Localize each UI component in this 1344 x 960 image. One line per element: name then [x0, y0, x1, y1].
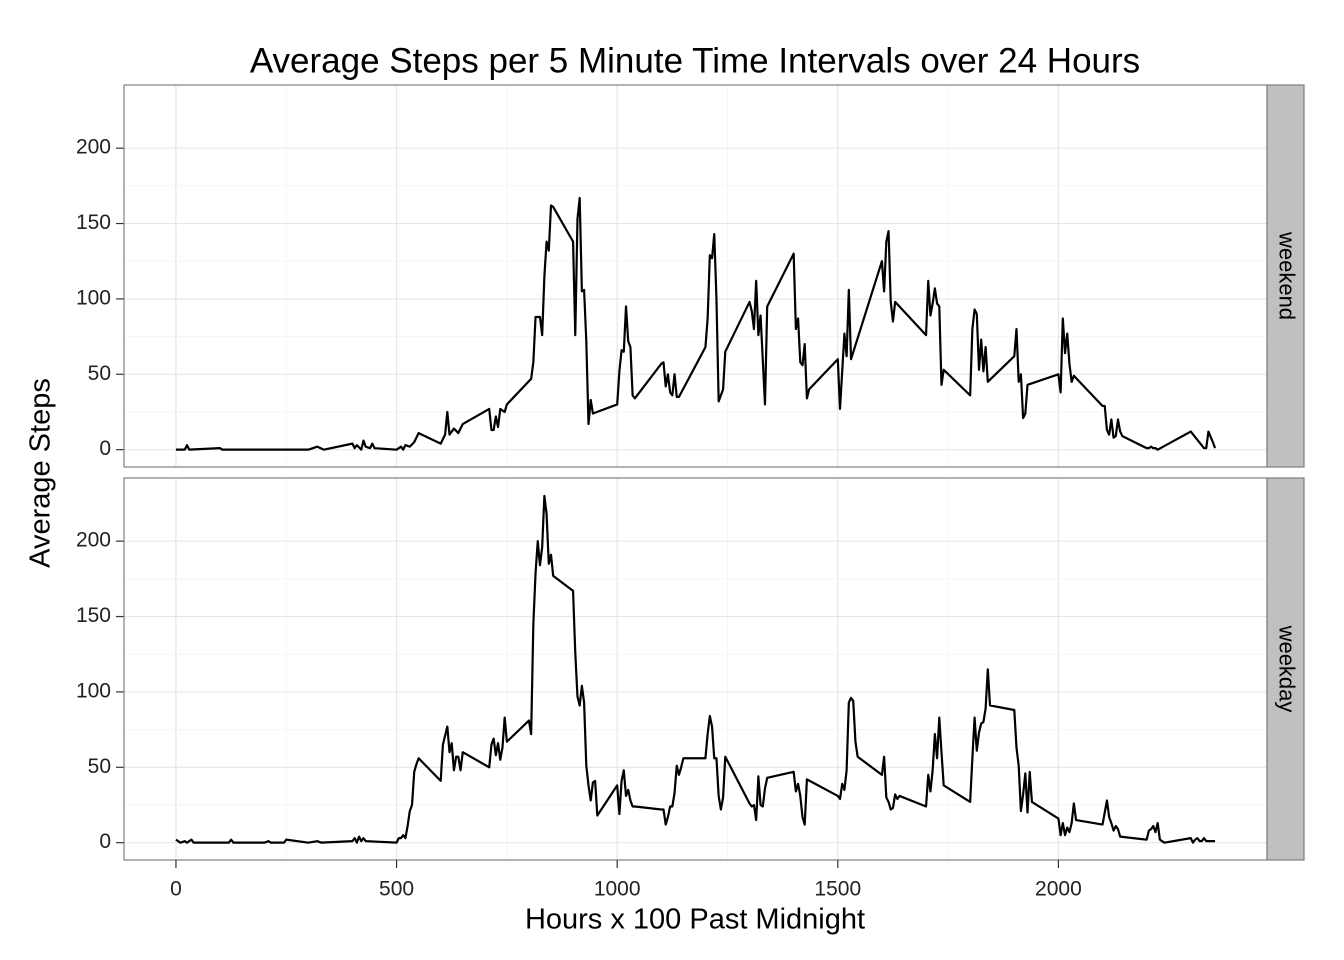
y-tick-label: 100 — [76, 286, 111, 309]
strip-label: weekday — [1275, 625, 1300, 713]
y-tick-label: 50 — [88, 362, 111, 385]
strip-label: weekend — [1275, 231, 1300, 320]
strip-background — [1266, 84, 1305, 468]
y-tick-label: 150 — [76, 211, 111, 234]
panel-background — [124, 85, 1267, 467]
x-tick-label: 1000 — [594, 878, 641, 901]
x-tick-label: 2000 — [1035, 878, 1082, 901]
data-line — [175, 494, 1216, 844]
y-tick-label: 0 — [99, 437, 111, 460]
y-tick-label: 50 — [88, 755, 111, 778]
x-tick-label: 500 — [379, 878, 414, 901]
y-tick-label: 100 — [76, 679, 111, 702]
y-tick-label: 150 — [76, 604, 111, 627]
chart-title: Average Steps per 5 Minute Time Interval… — [250, 41, 1140, 80]
strip-background — [1266, 477, 1305, 861]
y-tick-label: 0 — [99, 830, 111, 853]
y-tick-label: 200 — [76, 136, 111, 159]
data-line — [175, 196, 1217, 451]
y-tick-label: 200 — [76, 529, 111, 552]
x-tick-label: 0 — [170, 878, 182, 901]
x-axis-label: Hours x 100 Past Midnight — [525, 904, 865, 936]
x-tick-label: 1500 — [814, 878, 861, 901]
panel-background — [124, 478, 1267, 860]
y-axis-label: Average Steps — [25, 378, 57, 568]
